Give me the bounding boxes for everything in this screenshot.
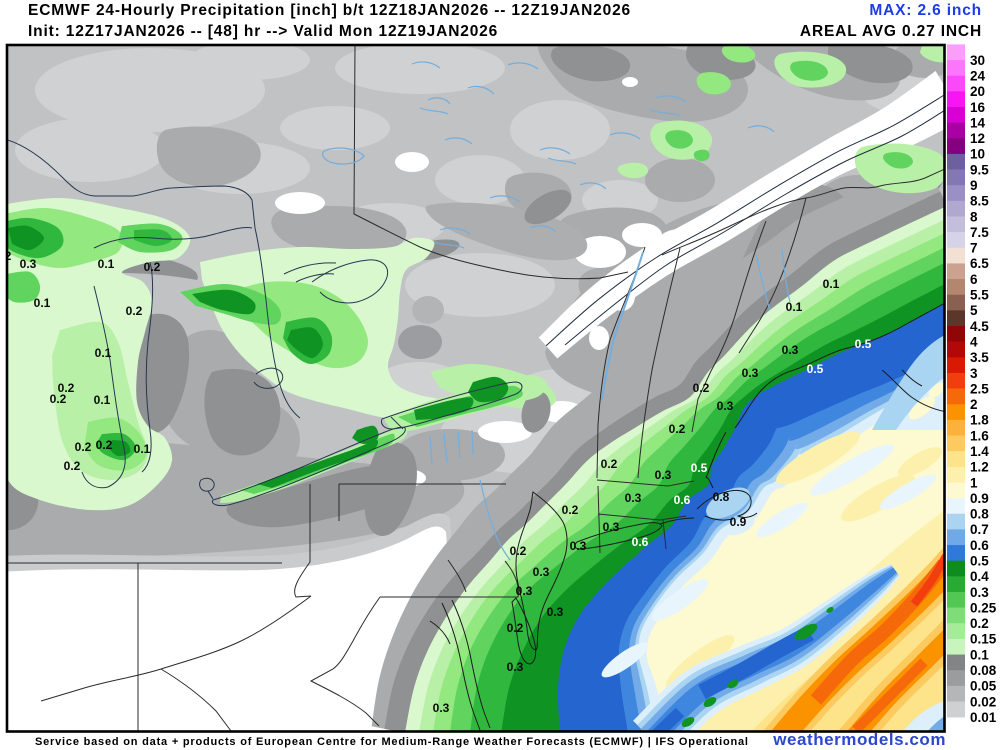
svg-text:0.5: 0.5 [855,337,872,351]
svg-text:0.1: 0.1 [823,277,840,291]
svg-text:1.8: 1.8 [970,413,989,428]
svg-text:0.3: 0.3 [782,343,799,357]
svg-text:0.2: 0.2 [58,381,75,395]
svg-text:0.08: 0.08 [970,663,997,678]
svg-text:0.5: 0.5 [691,461,708,475]
svg-text:0.3: 0.3 [20,257,37,271]
svg-text:16: 16 [970,100,986,115]
svg-text:0.1: 0.1 [94,393,111,407]
svg-text:0.3: 0.3 [603,520,620,534]
svg-text:0.3: 0.3 [655,468,672,482]
svg-text:0.1: 0.1 [970,647,989,662]
svg-text:2: 2 [970,397,978,412]
svg-text:0.6: 0.6 [970,538,989,553]
svg-text:0.8: 0.8 [970,507,989,522]
svg-text:0.2: 0.2 [970,616,989,631]
svg-text:0.7: 0.7 [970,522,989,537]
svg-text:0.4: 0.4 [970,569,989,584]
svg-text:0.1: 0.1 [98,257,115,271]
svg-text:0.2: 0.2 [693,381,710,395]
svg-text:0.3: 0.3 [516,584,533,598]
svg-text:0.2: 0.2 [510,544,527,558]
svg-text:0.5: 0.5 [970,553,989,568]
svg-text:0.8: 0.8 [713,490,730,504]
svg-text:14: 14 [970,115,986,130]
svg-text:4.5: 4.5 [970,319,989,334]
svg-text:0.2: 0.2 [96,438,113,452]
svg-text:0.25: 0.25 [970,600,997,615]
svg-text:10: 10 [970,147,985,162]
svg-text:8.5: 8.5 [970,194,989,209]
svg-text:6: 6 [970,272,978,287]
svg-text:0.15: 0.15 [970,632,997,647]
svg-text:0.1: 0.1 [95,346,112,360]
svg-text:0.1: 0.1 [786,300,803,314]
svg-text:9.5: 9.5 [970,162,989,177]
svg-text:0.9: 0.9 [970,491,989,506]
svg-text:0.3: 0.3 [547,605,564,619]
svg-text:9: 9 [970,178,978,193]
svg-text:4: 4 [970,334,978,349]
svg-text:0.1: 0.1 [134,442,151,456]
svg-text:0.3: 0.3 [533,565,550,579]
svg-text:0.6: 0.6 [632,535,649,549]
svg-text:12: 12 [970,131,985,146]
svg-text:0.2: 0.2 [0,249,12,263]
svg-text:0.2: 0.2 [507,621,524,635]
svg-text:3: 3 [970,366,978,381]
svg-text:0.3: 0.3 [507,660,524,674]
svg-text:0.3: 0.3 [742,366,759,380]
svg-text:0.2: 0.2 [669,422,686,436]
svg-text:0.9: 0.9 [730,515,747,529]
svg-text:0.3: 0.3 [970,585,989,600]
svg-text:0.2: 0.2 [562,503,579,517]
svg-text:20: 20 [970,84,985,99]
svg-text:0.02: 0.02 [970,694,996,709]
svg-text:0.2: 0.2 [50,392,67,406]
svg-text:5.5: 5.5 [970,288,989,303]
svg-text:0.01: 0.01 [970,710,997,725]
svg-text:0.6: 0.6 [674,493,691,507]
svg-text:0.2: 0.2 [64,459,81,473]
svg-text:5: 5 [970,303,978,318]
svg-text:0.3: 0.3 [570,539,587,553]
svg-text:0.2: 0.2 [144,260,161,274]
svg-text:0.1: 0.1 [34,296,51,310]
svg-text:0.3: 0.3 [625,491,642,505]
svg-text:7.5: 7.5 [970,225,989,240]
svg-text:0.5: 0.5 [807,362,824,376]
svg-text:3.5: 3.5 [970,350,989,365]
svg-text:0.2: 0.2 [126,304,143,318]
svg-text:8: 8 [970,209,978,224]
svg-text:6.5: 6.5 [970,256,989,271]
svg-text:0.3: 0.3 [717,399,734,413]
svg-text:0.05: 0.05 [970,679,997,694]
svg-text:1: 1 [970,475,978,490]
svg-text:1.2: 1.2 [970,460,989,475]
svg-text:0.3: 0.3 [433,701,450,715]
svg-text:30: 30 [970,53,985,68]
svg-text:1.6: 1.6 [970,428,989,443]
svg-text:0.2: 0.2 [75,440,92,454]
svg-text:0.2: 0.2 [601,457,618,471]
svg-text:1.4: 1.4 [970,444,989,459]
svg-text:24: 24 [970,68,986,83]
svg-text:2.5: 2.5 [970,381,989,396]
svg-text:7: 7 [970,241,978,256]
